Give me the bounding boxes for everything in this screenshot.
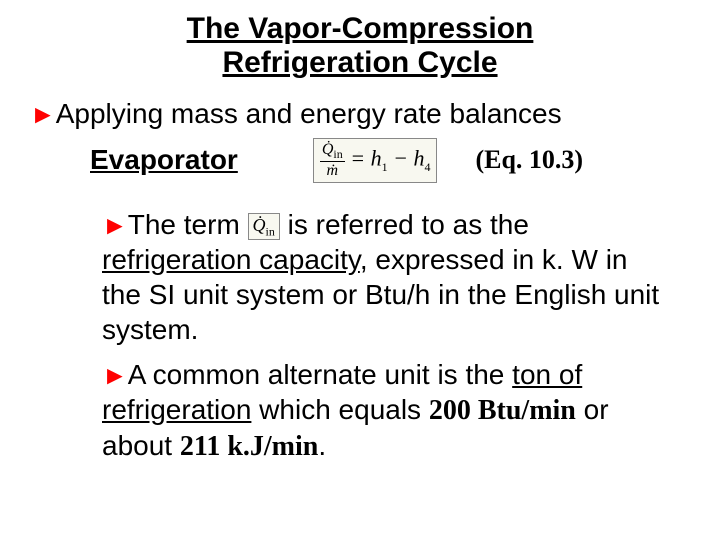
bullet-applying: ►Applying mass and energy rate balances [30, 98, 690, 130]
eq-num-sym: Q̇ [322, 141, 334, 158]
evaporator-row: Evaporator Q̇in ṁ = h1 − h4 (Eq. 10.3) [30, 138, 690, 183]
para2-pre: A common alternate unit is the [128, 359, 512, 390]
para1-pre: The term [128, 209, 248, 240]
triangle-right-icon: ► [30, 99, 56, 129]
paragraph-1: ►The term Q̇in is referred to as the ref… [102, 207, 670, 347]
title-block: The Vapor-Compression Refrigeration Cycl… [30, 12, 690, 80]
eq-num-sub: in [333, 147, 342, 161]
bullet1-text: Applying mass and energy rate balances [56, 98, 562, 129]
para1-mid: is referred to as the [280, 209, 529, 240]
small-q-sym: Q̇ [253, 215, 266, 235]
eq-minus: − h [388, 146, 425, 171]
para2-val2: 211 k.J/min [180, 431, 318, 462]
inline-equation-qin: Q̇in [248, 213, 280, 241]
title-line1: The Vapor-Compression [30, 12, 690, 46]
para2-mid: which equals [251, 394, 428, 425]
equation-fraction: Q̇in ṁ [320, 141, 345, 180]
equation-main: Q̇in ṁ = h1 − h4 [313, 138, 438, 183]
evaporator-label: Evaporator [90, 144, 238, 176]
triangle-right-icon: ► [102, 210, 128, 240]
para2-end: . [318, 430, 326, 461]
eq-h4-sub: 4 [424, 160, 430, 174]
eq-den-sym: ṁ [320, 162, 345, 180]
equation-reference: (Eq. 10.3) [475, 145, 583, 175]
para1-refcap: refrigeration capacity [102, 244, 360, 275]
eq-rhs-eq: = h [345, 146, 382, 171]
paragraph-2: ►A common alternate unit is the ton of r… [102, 357, 670, 464]
triangle-right-icon: ► [102, 360, 128, 390]
title-line2: Refrigeration Cycle [30, 46, 690, 80]
small-q-sub: in [266, 224, 275, 238]
body-paragraphs: ►The term Q̇in is referred to as the ref… [30, 207, 690, 464]
para2-val1: 200 Btu/min [429, 395, 576, 426]
